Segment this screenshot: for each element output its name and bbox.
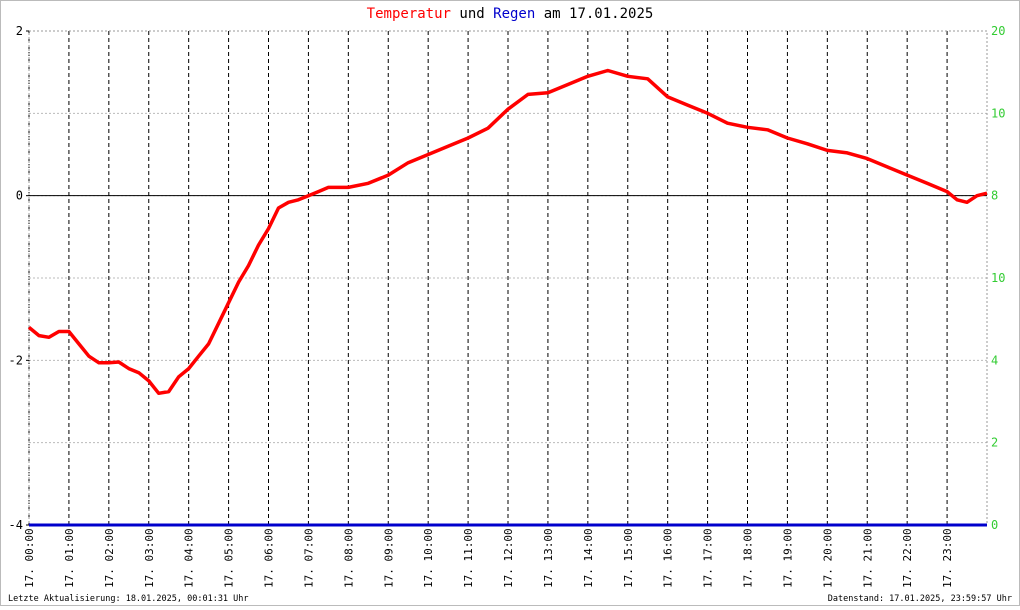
x-tick-label: 17. 17:00 <box>702 528 715 588</box>
x-tick-label: 17. 00:00 <box>23 528 36 588</box>
y2-tick-label: 20 <box>991 24 1005 38</box>
x-tick-label: 17. 06:00 <box>263 528 276 588</box>
series-line <box>27 68 988 396</box>
x-tick-label: 17. 13:00 <box>542 528 555 588</box>
footer-left: Letzte Aktualisierung: 18.01.2025, 00:01… <box>8 594 249 604</box>
x-tick-label: 17. 10:00 <box>422 528 435 588</box>
y2-tick-label: 10 <box>991 106 1005 120</box>
x-tick-label: 17. 01:00 <box>63 528 76 588</box>
x-tick-label: 17. 18:00 <box>742 528 755 588</box>
y2-tick-label: 4 <box>991 353 998 367</box>
x-tick-label: 17. 15:00 <box>622 528 635 588</box>
x-tick-label: 17. 12:00 <box>502 528 515 588</box>
y-tick-label: -2 <box>9 353 23 367</box>
chart-title: Temperatur und Regen am 17.01.2025 <box>367 6 654 22</box>
x-tick-label: 17. 09:00 <box>382 528 395 588</box>
x-tick-label: 17. 19:00 <box>781 528 794 588</box>
title-part: und <box>459 6 484 22</box>
x-tick-label: 17. 23:00 <box>941 528 954 588</box>
title-part: Temperatur <box>367 6 451 22</box>
y2-tick-label: 0 <box>991 518 998 532</box>
y2-tick-label: 2 <box>991 436 998 450</box>
x-tick-label: 17. 02:00 <box>103 528 116 588</box>
y-tick-label: -4 <box>9 518 23 532</box>
y-tick-label: 2 <box>16 24 23 38</box>
title-part: Regen <box>493 6 535 22</box>
x-tick-label: 17. 11:00 <box>462 528 475 588</box>
x-tick-label: 17. 16:00 <box>662 528 675 588</box>
y-tick-label: 0 <box>16 189 23 203</box>
x-tick-label: 17. 14:00 <box>582 528 595 588</box>
x-tick-label: 17. 08:00 <box>342 528 355 588</box>
x-tick-label: 17. 21:00 <box>861 528 874 588</box>
plot-border <box>28 30 988 526</box>
footer-right: Datenstand: 17.01.2025, 23:59:57 Uhr <box>828 594 1012 604</box>
x-tick-label: 17. 20:00 <box>821 528 834 588</box>
y2-tick-label: 10 <box>991 271 1005 285</box>
x-tick-label: 17. 05:00 <box>223 528 236 588</box>
x-tick-label: 17. 04:00 <box>183 528 196 588</box>
x-tick-label: 17. 07:00 <box>302 528 315 588</box>
x-tick-label: 17. 22:00 <box>901 528 914 588</box>
x-tick-label: 17. 03:00 <box>143 528 156 588</box>
title-part: am 17.01.2025 <box>544 6 654 22</box>
y2-tick-label: 8 <box>991 189 998 203</box>
